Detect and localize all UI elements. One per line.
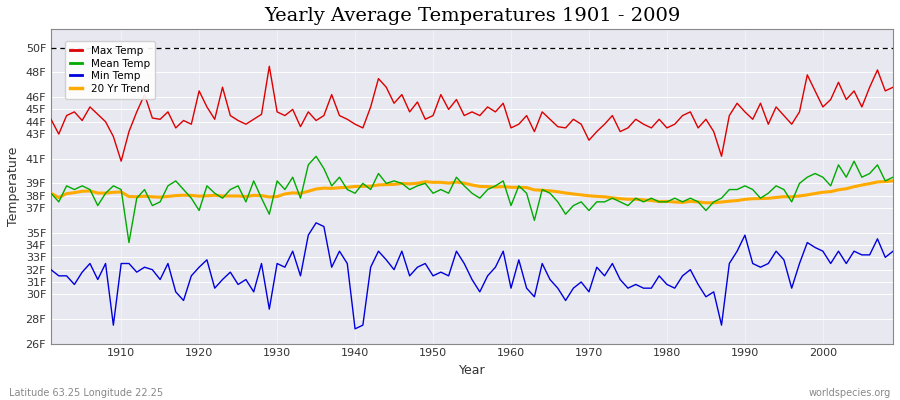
Text: worldspecies.org: worldspecies.org	[809, 388, 891, 398]
Title: Yearly Average Temperatures 1901 - 2009: Yearly Average Temperatures 1901 - 2009	[264, 7, 680, 25]
Text: Latitude 63.25 Longitude 22.25: Latitude 63.25 Longitude 22.25	[9, 388, 163, 398]
X-axis label: Year: Year	[459, 364, 485, 377]
Legend: Max Temp, Mean Temp, Min Temp, 20 Yr Trend: Max Temp, Mean Temp, Min Temp, 20 Yr Tre…	[65, 41, 155, 99]
Y-axis label: Temperature: Temperature	[7, 147, 20, 226]
